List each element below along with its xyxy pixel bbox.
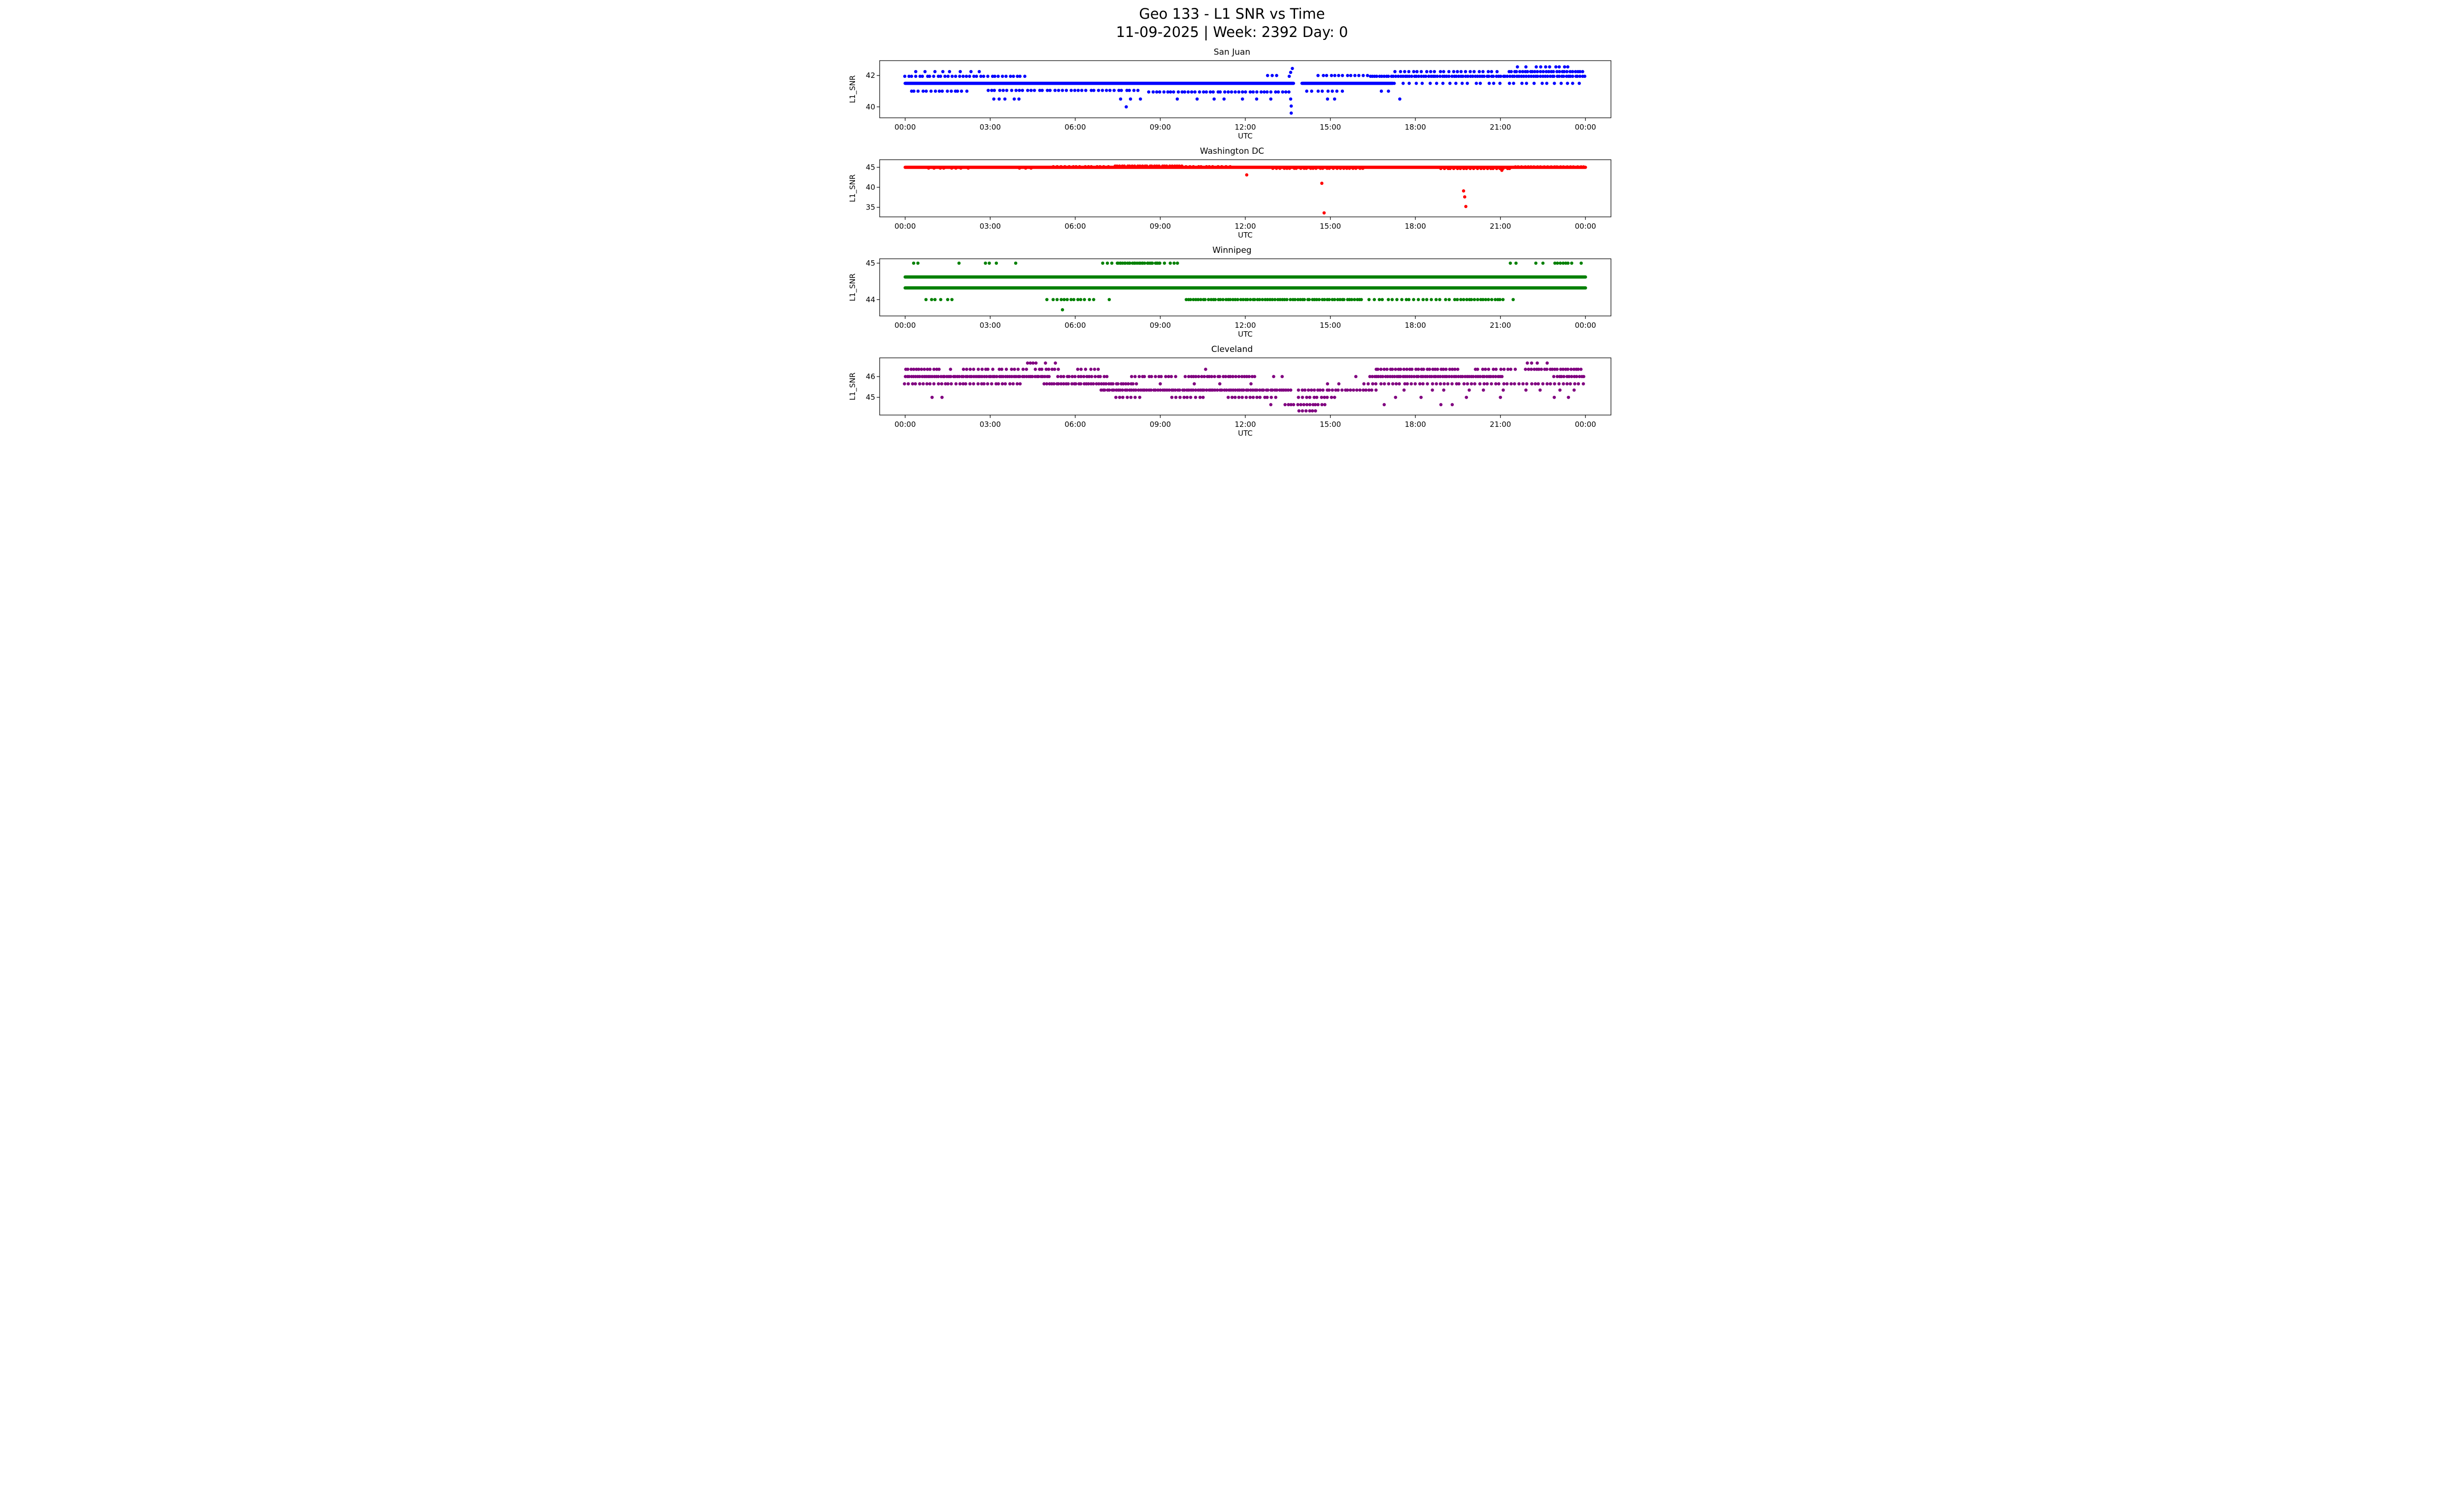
- svg-text:15:00: 15:00: [1320, 420, 1341, 429]
- svg-text:06:00: 06:00: [1064, 321, 1086, 330]
- plot-area-washington-dc: 00:00 03:00 06:00 09:00 12:00 15:00 18:00 21:00…: [848, 159, 1611, 240]
- svg-text:35: 35: [866, 203, 875, 212]
- y-axis-label: L1_SNR: [848, 373, 857, 401]
- svg-text:15:00: 15:00: [1320, 123, 1341, 132]
- svg-text:03:00: 03:00: [980, 123, 1001, 132]
- svg-text:06:00: 06:00: [1064, 222, 1086, 231]
- x-axis: 00:00 03:00 06:00 09:00 12:00 15:00 18:00 21:00…: [894, 118, 1596, 140]
- y-axis-label: L1_SNR: [848, 274, 857, 302]
- data-points: [903, 164, 1587, 215]
- svg-text:18:00: 18:00: [1404, 123, 1426, 132]
- svg-text:21:00: 21:00: [1490, 123, 1511, 132]
- svg-text:46: 46: [866, 372, 875, 381]
- svg-text:21:00: 21:00: [1490, 321, 1511, 330]
- svg-text:00:00: 00:00: [894, 420, 916, 429]
- svg-text:00:00: 00:00: [1575, 123, 1596, 132]
- svg-text:00:00: 00:00: [894, 123, 916, 132]
- svg-text:44: 44: [866, 295, 875, 304]
- subplot-title-cleveland: Cleveland: [1211, 345, 1253, 354]
- axes-frame: [879, 357, 1611, 416]
- x-axis-label: UTC: [1238, 132, 1253, 140]
- y-axis-label: L1_SNR: [848, 174, 857, 203]
- subplot-cleveland: Cleveland 00:00 03:00 06:00 09:00 12:00 15:00…: [846, 345, 1618, 438]
- svg-text:09:00: 09:00: [1150, 222, 1171, 231]
- y-axis-label: L1_SNR: [848, 75, 857, 104]
- x-axis: 00:00 03:00 06:00 09:00 12:00 15:00 18:00 21:00…: [894, 316, 1596, 339]
- svg-text:40: 40: [866, 103, 875, 111]
- svg-text:09:00: 09:00: [1150, 420, 1171, 429]
- svg-text:09:00: 09:00: [1150, 321, 1171, 330]
- data-points: [903, 65, 1587, 115]
- svg-text:45: 45: [866, 393, 875, 402]
- svg-text:00:00: 00:00: [1575, 420, 1596, 429]
- svg-text:18:00: 18:00: [1404, 321, 1426, 330]
- svg-text:06:00: 06:00: [1064, 420, 1086, 429]
- svg-text:03:00: 03:00: [980, 321, 1001, 330]
- x-axis-label: UTC: [1238, 330, 1253, 339]
- svg-text:06:00: 06:00: [1064, 123, 1086, 132]
- y-axis: 45 46 L1_SNR: [848, 372, 880, 402]
- x-axis: 00:00 03:00 06:00 09:00 12:00 15:00 18:00 21:00…: [894, 415, 1596, 438]
- subplot-san-juan: San Juan 00:00 03:00 06:00 09:00 12:00 15:00 1…: [846, 47, 1618, 140]
- y-axis: 35 40 45 L1_SNR: [848, 163, 880, 212]
- x-axis-label: UTC: [1238, 231, 1253, 240]
- x-axis: 00:00 03:00 06:00 09:00 12:00 15:00 18:00 21:00…: [894, 217, 1596, 240]
- figure: Geo 133 - L1 SNR vs Time 11-09-2025 | We…: [846, 0, 1618, 448]
- svg-text:12:00: 12:00: [1234, 123, 1256, 132]
- svg-text:00:00: 00:00: [894, 222, 916, 231]
- subplot-title-washington-dc: Washington DC: [1199, 146, 1265, 156]
- svg-text:09:00: 09:00: [1150, 123, 1171, 132]
- svg-text:15:00: 15:00: [1320, 222, 1341, 231]
- subplot-title-winnipeg: Winnipeg: [1212, 245, 1252, 255]
- subplot-washington-dc: Washington DC 00:00 03:00 06:00 09:00 12:00 1…: [846, 146, 1618, 240]
- svg-text:40: 40: [866, 183, 875, 192]
- y-axis: 40 42 L1_SNR: [848, 71, 880, 111]
- y-axis: 44 45 L1_SNR: [848, 259, 880, 304]
- svg-text:42: 42: [866, 71, 875, 80]
- subplot-title-san-juan: San Juan: [1213, 47, 1251, 57]
- plot-area-winnipeg: 00:00 03:00 06:00 09:00 12:00 15:00 18:00 21:00…: [848, 258, 1611, 339]
- svg-text:18:00: 18:00: [1404, 222, 1426, 231]
- svg-text:00:00: 00:00: [1575, 321, 1596, 330]
- figure-subtitle: 11-09-2025 | Week: 2392 Day: 0: [1116, 24, 1348, 40]
- figure-title: Geo 133 - L1 SNR vs Time: [1139, 5, 1325, 22]
- svg-text:12:00: 12:00: [1234, 222, 1256, 231]
- svg-text:45: 45: [866, 259, 875, 268]
- svg-text:45: 45: [866, 163, 875, 172]
- svg-text:00:00: 00:00: [1575, 222, 1596, 231]
- svg-text:12:00: 12:00: [1234, 420, 1256, 429]
- svg-text:21:00: 21:00: [1490, 222, 1511, 231]
- data-points: [903, 261, 1587, 312]
- svg-text:03:00: 03:00: [980, 222, 1001, 231]
- x-axis-label: UTC: [1238, 429, 1253, 438]
- svg-text:03:00: 03:00: [980, 420, 1001, 429]
- svg-text:00:00: 00:00: [894, 321, 916, 330]
- data-points: [903, 361, 1585, 413]
- svg-text:18:00: 18:00: [1404, 420, 1426, 429]
- svg-text:21:00: 21:00: [1490, 420, 1511, 429]
- plot-area-san-juan: 00:00 03:00 06:00 09:00 12:00 15:00 18:00 21:00…: [848, 60, 1611, 140]
- svg-text:15:00: 15:00: [1320, 321, 1341, 330]
- svg-text:12:00: 12:00: [1234, 321, 1256, 330]
- plot-area-cleveland: 00:00 03:00 06:00 09:00 12:00 15:00 18:00 21:00…: [848, 357, 1611, 438]
- subplot-winnipeg: Winnipeg 00:00 03:00 06:00 09:00 12:00 15:00 1…: [846, 245, 1618, 339]
